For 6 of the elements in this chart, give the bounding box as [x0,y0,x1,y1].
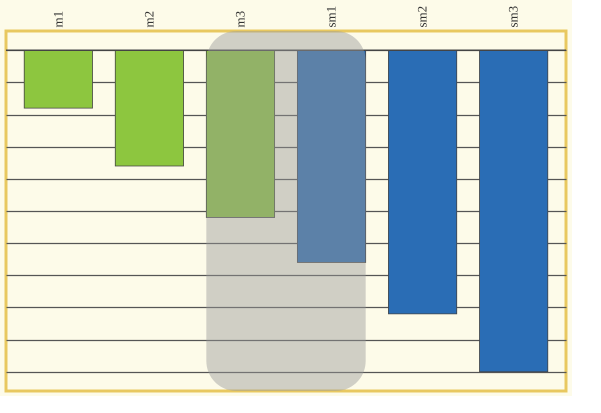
x-tick-label: sm2 [414,6,430,28]
x-tick-label: m1 [50,10,66,28]
x-tick-label: m3 [232,10,248,28]
x-tick-label: sm1 [324,6,339,28]
x-tick-label: m2 [141,10,156,28]
x-tick-label: sm3 [506,6,521,28]
